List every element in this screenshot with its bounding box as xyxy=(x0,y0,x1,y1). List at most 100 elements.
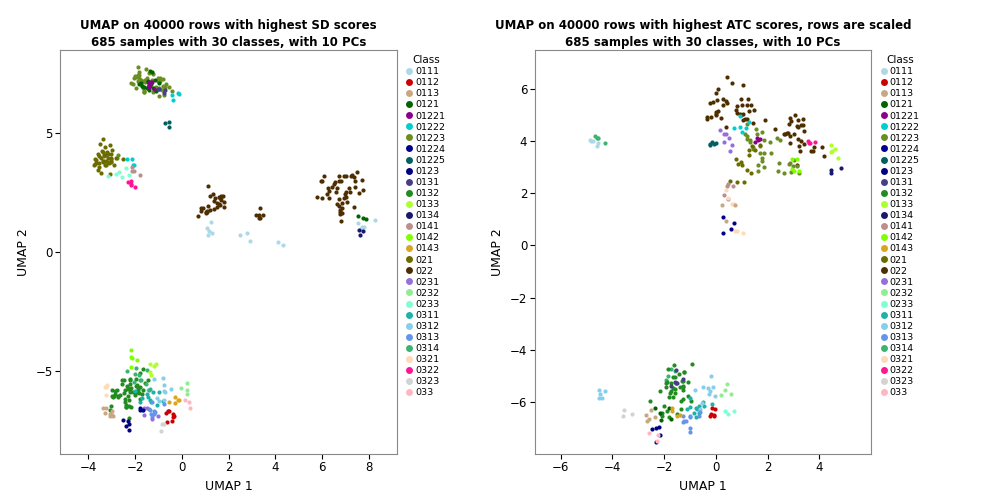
Point xyxy=(657,383,673,391)
Point xyxy=(662,389,678,397)
Point xyxy=(129,356,145,364)
Point xyxy=(178,379,195,387)
Point xyxy=(203,192,219,200)
Point xyxy=(110,393,126,401)
Point xyxy=(655,402,671,410)
Point xyxy=(254,211,270,219)
Point xyxy=(754,129,770,137)
Point xyxy=(742,136,758,144)
Point xyxy=(200,231,216,239)
Point xyxy=(151,389,167,397)
Point xyxy=(338,172,354,180)
Point xyxy=(682,412,699,420)
Point xyxy=(124,80,140,88)
Point xyxy=(119,367,135,375)
Point xyxy=(131,68,147,76)
Point xyxy=(165,410,181,418)
Point xyxy=(664,384,680,392)
Point xyxy=(830,154,846,162)
Point xyxy=(146,407,162,415)
Point xyxy=(696,402,712,410)
Point xyxy=(139,83,155,91)
Point xyxy=(715,95,731,103)
Point xyxy=(148,87,164,95)
Point xyxy=(331,202,347,210)
Point xyxy=(748,125,764,133)
Point xyxy=(786,111,802,119)
Point xyxy=(125,388,141,396)
Point xyxy=(312,176,329,184)
Point xyxy=(351,225,367,233)
Point xyxy=(745,145,761,153)
Point xyxy=(331,177,347,185)
Point xyxy=(100,150,116,158)
Point xyxy=(770,167,786,175)
Point xyxy=(161,398,177,406)
Point xyxy=(800,139,816,147)
Point xyxy=(117,386,133,394)
Point xyxy=(143,398,159,406)
X-axis label: UMAP 1: UMAP 1 xyxy=(679,480,727,493)
Point xyxy=(134,406,150,414)
Point xyxy=(142,80,158,88)
Point xyxy=(123,353,139,361)
Point xyxy=(135,365,151,373)
Point xyxy=(145,84,161,92)
Point xyxy=(106,392,122,400)
Point xyxy=(706,412,722,420)
Point xyxy=(133,77,149,85)
Point xyxy=(660,372,676,380)
Point xyxy=(337,191,353,199)
Point xyxy=(776,131,792,139)
Point xyxy=(589,142,605,150)
Point xyxy=(704,400,720,408)
Point xyxy=(728,106,744,114)
Point xyxy=(339,193,355,201)
Point xyxy=(712,126,728,134)
Point xyxy=(99,381,115,389)
Point xyxy=(147,76,163,84)
Point xyxy=(341,184,357,192)
Point xyxy=(590,139,606,147)
Point xyxy=(739,115,755,123)
Point xyxy=(207,197,223,205)
Point xyxy=(585,137,601,145)
Point xyxy=(745,119,761,127)
Point xyxy=(328,188,344,197)
Point xyxy=(163,91,179,99)
Point xyxy=(661,404,677,412)
Point xyxy=(703,371,719,380)
Point xyxy=(833,164,849,172)
Point xyxy=(347,203,363,211)
Point xyxy=(682,424,699,432)
Point xyxy=(721,195,737,203)
Point xyxy=(735,110,751,118)
Point xyxy=(151,92,167,100)
Point xyxy=(592,386,608,394)
Title: UMAP on 40000 rows with highest SD scores
685 samples with 30 classes, with 10 P: UMAP on 40000 rows with highest SD score… xyxy=(81,19,377,49)
Point xyxy=(662,382,678,390)
Point xyxy=(735,116,751,124)
Point xyxy=(313,194,330,202)
Point xyxy=(212,194,228,202)
Point xyxy=(144,413,160,421)
Point xyxy=(654,409,670,417)
Point xyxy=(123,79,139,87)
Point xyxy=(772,136,788,144)
Point xyxy=(242,237,258,245)
Point xyxy=(726,182,742,191)
Point xyxy=(163,417,179,425)
Point xyxy=(142,406,158,414)
Point xyxy=(741,151,757,159)
Point xyxy=(103,402,119,410)
Point xyxy=(794,121,810,129)
Point xyxy=(275,241,291,249)
Point xyxy=(97,144,113,152)
Point xyxy=(642,397,658,405)
Point xyxy=(752,135,768,143)
Point xyxy=(738,124,754,132)
Point xyxy=(804,147,821,155)
Point xyxy=(104,154,120,162)
Point xyxy=(667,389,683,397)
Point xyxy=(678,417,695,425)
